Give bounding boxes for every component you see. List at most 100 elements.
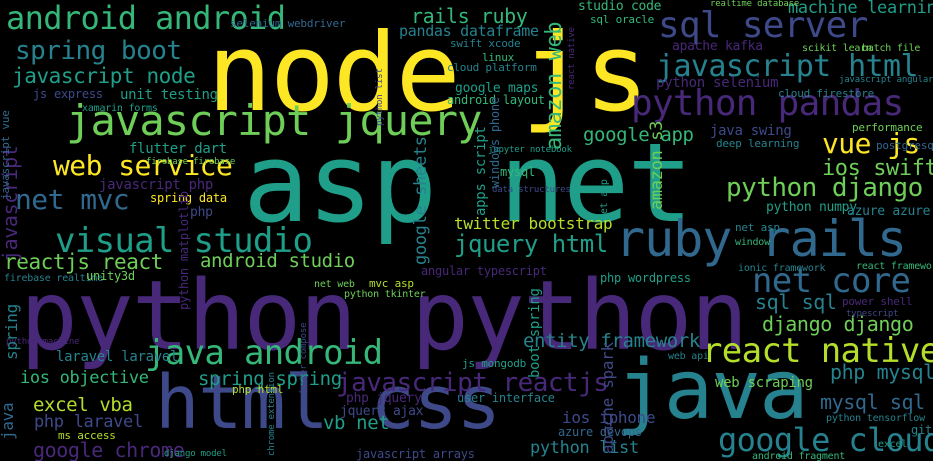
word-performance: performance bbox=[852, 121, 923, 134]
word-ruby-rails: ruby rails bbox=[615, 210, 907, 268]
word-google-chrome: google chrome bbox=[33, 438, 185, 461]
word-laravel-laravel: laravel laravel bbox=[56, 349, 179, 365]
word-python-django: python django bbox=[726, 173, 923, 203]
word-boot-spring: boot spring bbox=[527, 288, 543, 378]
word-mysql: mysql bbox=[500, 165, 535, 179]
word-web-service: web service bbox=[53, 149, 233, 182]
word-realtime-database: realtime database bbox=[710, 0, 800, 9]
word-js-express: js express bbox=[33, 87, 103, 101]
word-php: php bbox=[190, 205, 213, 220]
word-jupyter-notebook: jupyter notebook bbox=[488, 145, 572, 155]
word-docker-compose: docker compose bbox=[299, 322, 309, 396]
word-visual-studio: visual studio bbox=[55, 221, 313, 261]
word-rails-ruby: rails ruby bbox=[411, 4, 528, 28]
word-unit-testing: unit testing bbox=[120, 87, 218, 103]
word-native-react: react native bbox=[567, 27, 577, 90]
word-machine-learning: machine learning bbox=[788, 0, 933, 18]
word-net-core: net core bbox=[752, 261, 911, 301]
word-amazon-s3: amazon s3 bbox=[647, 120, 667, 210]
word-data-structures: data structures bbox=[492, 185, 571, 195]
word-google-sheets: google sheets bbox=[411, 136, 431, 265]
word-java-vert: java bbox=[0, 402, 17, 440]
word-spring-spring: spring spring bbox=[198, 368, 342, 390]
word-react-native: react native bbox=[702, 331, 933, 371]
word-user-interface: user interface bbox=[457, 391, 555, 405]
word-java-android: java android bbox=[145, 333, 383, 373]
word-ionic-framework: ionic framework bbox=[738, 263, 826, 274]
word-twitter-bootstrap: twitter bootstrap bbox=[454, 214, 613, 233]
word-mvc-asp: mvc asp bbox=[369, 277, 414, 290]
word-android-studio: android studio bbox=[200, 250, 355, 272]
word-flutter-dart: flutter dart bbox=[129, 141, 227, 157]
word-windows-phone: windows phone bbox=[488, 97, 502, 188]
word-javascript-php: javascript php bbox=[99, 177, 214, 193]
word-python-list: python list bbox=[530, 438, 639, 458]
word-python-tensorflow: python tensorflow bbox=[826, 413, 925, 424]
word-spring: spring bbox=[2, 304, 21, 360]
word-python-python: python python bbox=[20, 260, 748, 372]
word-php-mysql: php mysql bbox=[830, 360, 933, 384]
word-javascript-reactjs: javascript reactjs bbox=[336, 368, 609, 398]
word-sql-oracle: sql oracle bbox=[590, 13, 655, 26]
word-web-api: web api bbox=[668, 351, 709, 362]
word-web-scraping: web scraping bbox=[715, 375, 813, 391]
word-vb-net: vb net bbox=[323, 412, 390, 434]
word-excel: excel bbox=[878, 439, 908, 450]
word-javascript-jquery: javascript jquery bbox=[66, 96, 482, 145]
word-javascript-vue: javascript vue bbox=[0, 110, 12, 200]
word-react-framework: react framework bbox=[856, 261, 933, 272]
word-pandas-dataframe: pandas dataframe bbox=[399, 22, 539, 40]
word-git: git bbox=[911, 423, 932, 437]
word-azure-azure: azure azure bbox=[847, 204, 931, 219]
word-sql-server: sql server bbox=[658, 5, 868, 46]
word-net-mvc: net mvc bbox=[15, 183, 130, 216]
word-google-maps: google maps bbox=[455, 81, 539, 96]
word-mysql-sql: mysql sql bbox=[820, 390, 925, 414]
word-javascript-node: javascript node bbox=[12, 64, 196, 88]
word-cloud-platform: cloud platform bbox=[447, 61, 537, 74]
word-android-layout: android layout bbox=[447, 93, 545, 107]
word-azure-devops: azure devops bbox=[558, 425, 642, 439]
word-php-wordpress: php wordpress bbox=[600, 271, 691, 285]
word-java: java bbox=[616, 343, 809, 438]
word-android-fragment: android fragment bbox=[752, 451, 846, 461]
word-python-numpy: python numpy bbox=[766, 200, 857, 215]
word-cloud-firestore: cloud firestore bbox=[778, 87, 875, 100]
word-swift-xcode: swift xcode bbox=[450, 37, 521, 50]
word-entity-framework: entity framework bbox=[523, 330, 700, 352]
word-jquery-ajax: jquery ajax bbox=[340, 404, 424, 419]
word-firebase-realtime: firebase realtime bbox=[4, 273, 103, 284]
word-python-pandas: python pandas bbox=[631, 83, 904, 124]
word-python-list-vert: python list bbox=[375, 68, 385, 126]
word-django-django: django django bbox=[762, 312, 914, 336]
word-ios-swift: ios swift bbox=[822, 156, 933, 181]
word-net-asp: net asp bbox=[735, 221, 780, 234]
word-ios-iphone: ios iphone bbox=[562, 408, 656, 427]
word-excel-vba: excel vba bbox=[33, 394, 133, 416]
word-python-matplotlib: python matplotlib bbox=[177, 191, 191, 310]
word-window: window bbox=[735, 237, 770, 248]
word-selenium-webdriver: selenium webdriver bbox=[230, 17, 346, 30]
word-jquery-html: jquery html bbox=[454, 230, 608, 258]
word-python-machine: python machine bbox=[6, 337, 80, 347]
word-apache-kafka: apache kafka bbox=[672, 39, 763, 54]
word-chrome-extension: chrome extension bbox=[267, 372, 277, 456]
word-linux: linux bbox=[482, 51, 515, 64]
word-node-js: node js bbox=[207, 11, 649, 136]
word-javascript-html: javascript html bbox=[656, 49, 919, 84]
word-angular-typescript: angular typescript bbox=[421, 264, 547, 278]
word-power-shell: power shell bbox=[842, 295, 913, 308]
word-vue-js: vue js bbox=[822, 127, 920, 160]
word-javascript-angular: javascript angular bbox=[839, 75, 933, 85]
word-apps-script: apps script bbox=[473, 126, 489, 216]
word-php-jquery: php jquery bbox=[346, 391, 422, 406]
word-unity3d: unity3d bbox=[86, 269, 135, 283]
word-java-swing: java swing bbox=[710, 123, 792, 139]
word-python-tkinter: python tkinter bbox=[344, 289, 426, 300]
word-php-html: php html bbox=[232, 383, 284, 396]
word-amazon-web: amazon web bbox=[542, 21, 567, 150]
word-deep-learning: deep learning bbox=[716, 137, 800, 150]
word-reactjs-react: reactjs react bbox=[4, 250, 163, 274]
word-spring-boot: spring boot bbox=[15, 36, 182, 66]
